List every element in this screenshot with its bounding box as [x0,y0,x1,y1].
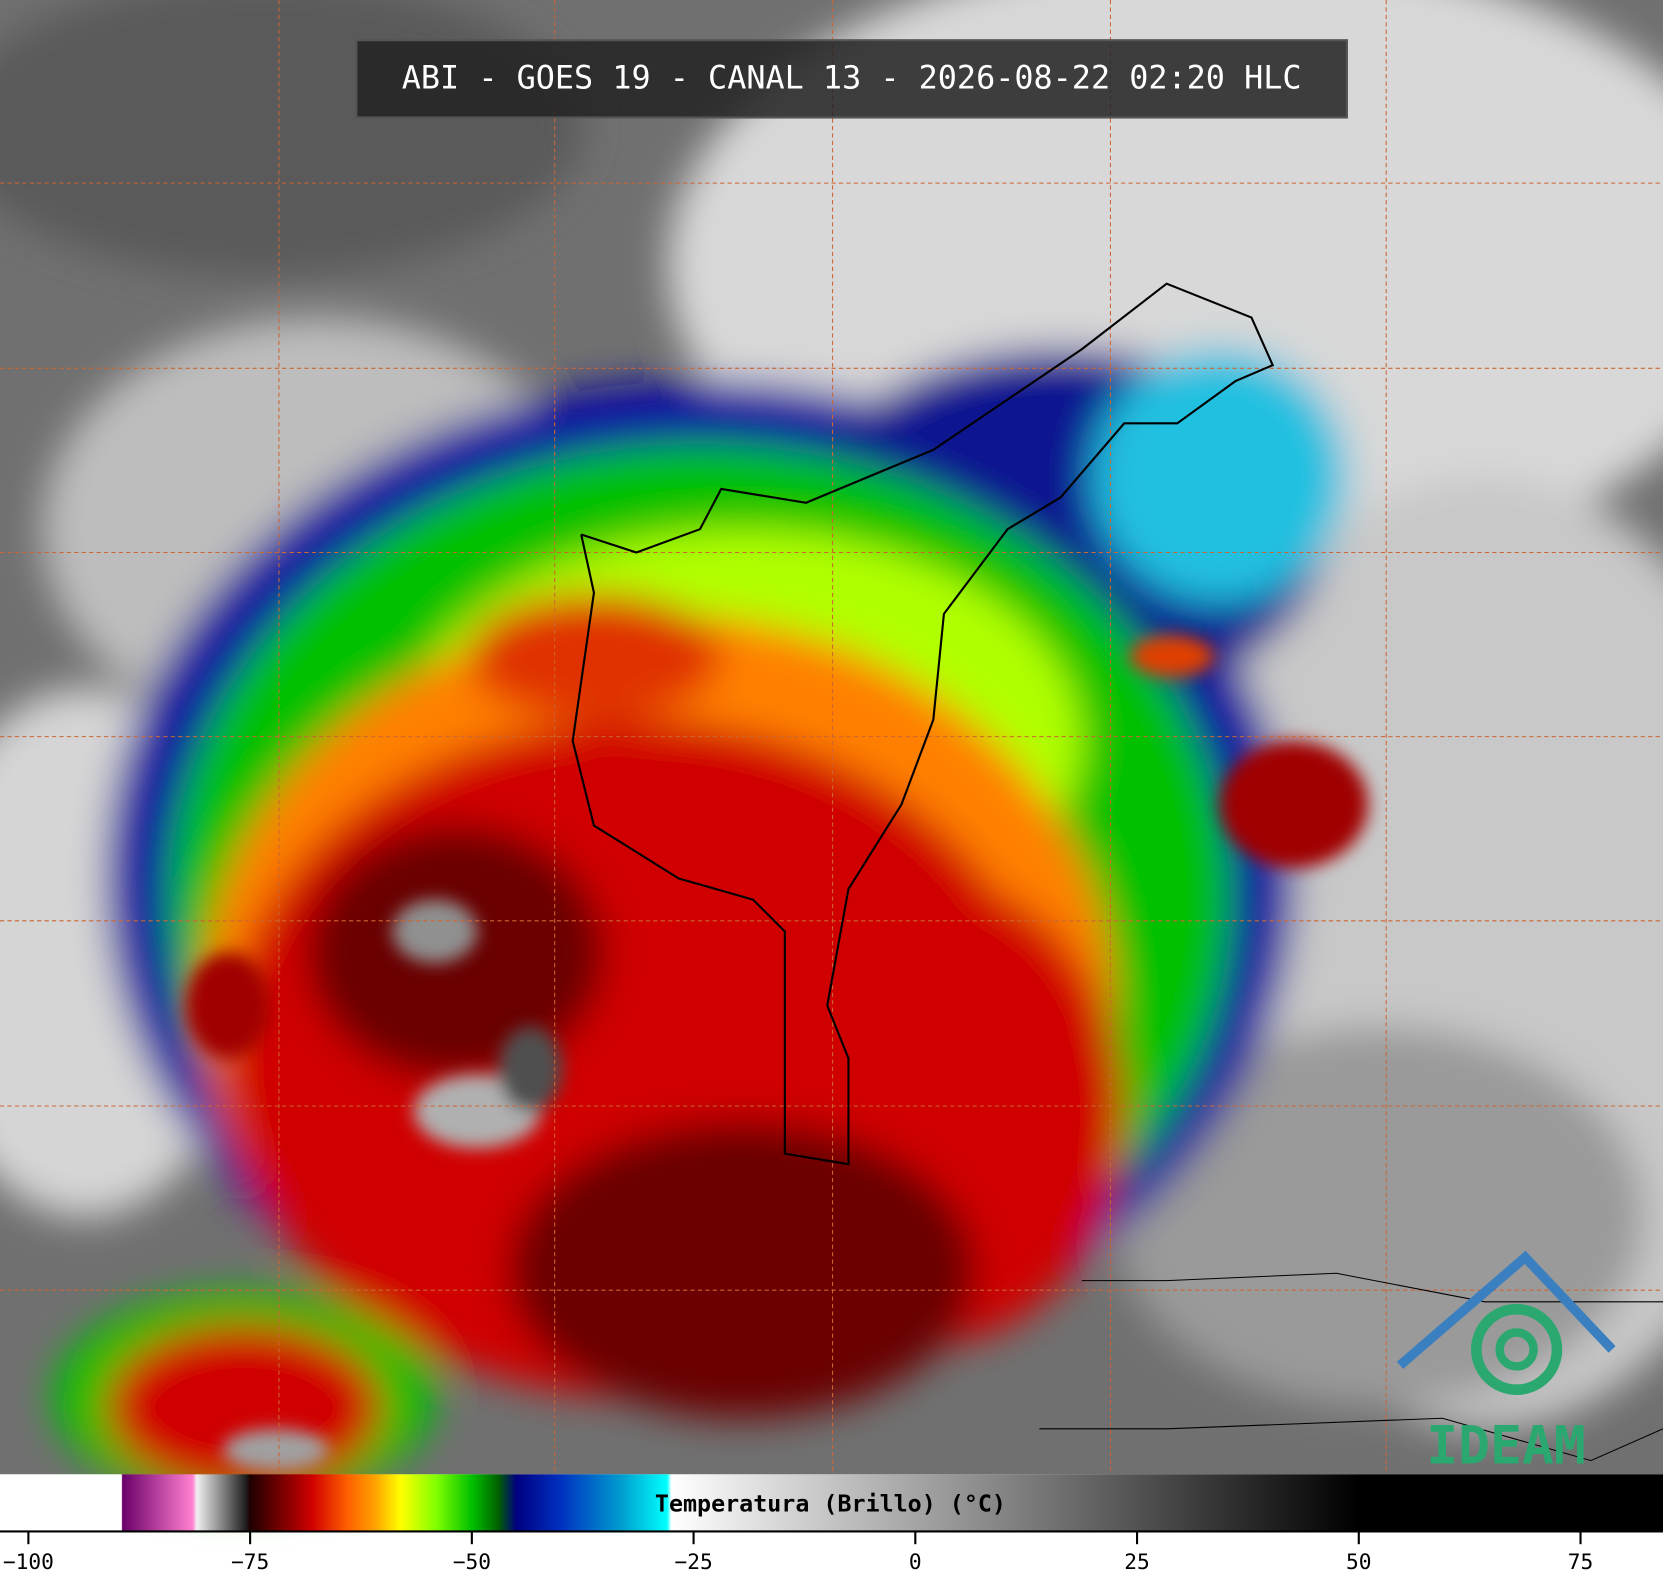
title: ABI - GOES 19 - CANAL 13 - 2026-08-22 02… [402,60,1302,96]
tick-label: −50 [453,1549,491,1574]
logo: IDEAM [1396,1250,1616,1477]
tick-label: −25 [674,1549,712,1574]
colorbar-ramp [0,1474,1663,1532]
tick-label: −75 [231,1549,269,1574]
tick-label: 0 [909,1549,922,1574]
logo-text: IDEAM [1426,1416,1586,1477]
tick-label: 25 [1124,1549,1150,1574]
borders [571,282,1663,1462]
colorbar-label: Temperatura (Brillo) (°C) [655,1491,1006,1518]
graticule [0,0,1663,1475]
tick-label: 75 [1568,1549,1594,1574]
tick-label: −100 [3,1549,54,1574]
imagery [0,0,1663,1503]
colorbar: Temperatura (Brillo) (°C) −100 −75 −50 −25 0… [0,1474,1663,1574]
tick-label: 50 [1346,1549,1372,1574]
title-box: ABI - GOES 19 - CANAL 13 - 2026-08-22 02… [355,39,1349,119]
